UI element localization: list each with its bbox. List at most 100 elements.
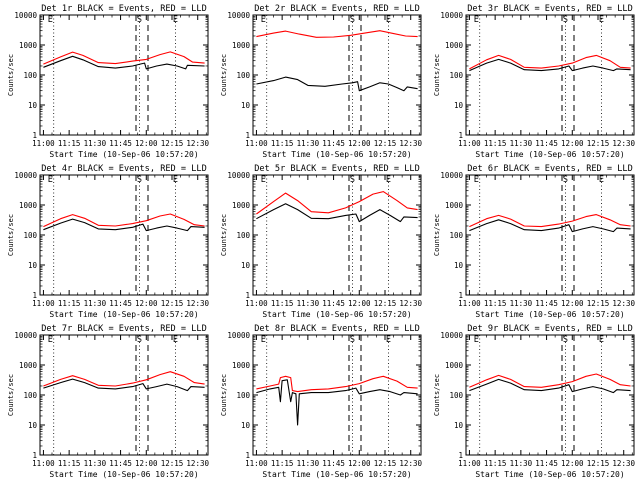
x-tick-label: 11:15 <box>271 139 294 148</box>
y-tick-label: 10000 <box>14 171 37 180</box>
marker-label: E <box>173 15 178 25</box>
x-tick-label: 11:15 <box>58 299 81 308</box>
marker-label: E <box>173 175 178 185</box>
x-tick-label: 11:30 <box>84 139 107 148</box>
x-tick-label: 12:15 <box>161 459 184 468</box>
y-tick-label: 10 <box>241 101 251 110</box>
y-tick-label: 10 <box>241 261 251 270</box>
x-tick-label: 11:00 <box>32 299 55 308</box>
marker-label: S <box>350 335 355 345</box>
x-tick-label: 11:00 <box>458 459 481 468</box>
y-tick-label: 1 <box>458 291 463 300</box>
x-tick-label: 12:15 <box>161 299 184 308</box>
x-tick-label: 12:30 <box>186 139 209 148</box>
x-tick-label: 12:15 <box>587 139 610 148</box>
events-series-line <box>256 76 418 92</box>
panel-title: Det 9r BLACK = Events, RED = LLD <box>467 324 633 334</box>
y-tick-label: 10 <box>454 421 464 430</box>
plot-frame <box>39 174 209 296</box>
x-tick-label: 11:45 <box>535 299 558 308</box>
x-tick-label: 11:30 <box>297 299 320 308</box>
x-tick-label: 12:30 <box>612 459 635 468</box>
y-tick-label: 10 <box>28 421 38 430</box>
marker-label: E <box>48 335 53 345</box>
y-axis-label: Counts/sec <box>220 214 228 256</box>
x-tick-label: 12:15 <box>587 299 610 308</box>
marker-label: E <box>261 335 266 345</box>
x-tick-label: 12:15 <box>161 139 184 148</box>
y-tick-label: 1 <box>32 131 37 140</box>
x-tick-label: 12:00 <box>561 459 584 468</box>
y-axis-label: Counts/sec <box>7 374 15 416</box>
y-tick-label: 100 <box>23 391 37 400</box>
y-tick-label: 1000 <box>445 41 464 50</box>
marker-label: E <box>48 175 53 185</box>
lld-series-line <box>469 214 631 228</box>
plot-frame <box>252 174 422 296</box>
marker-label: S <box>137 15 142 25</box>
x-tick-label: 11:30 <box>84 299 107 308</box>
panel-det-2: Det 2r BLACK = Events, RED = LLD Counts/s… <box>220 4 422 159</box>
x-tick-label: 11:15 <box>271 459 294 468</box>
x-tick-label: 11:15 <box>271 299 294 308</box>
x-tick-label: 11:15 <box>484 139 507 148</box>
y-tick-label: 10000 <box>227 11 250 20</box>
y-tick-label: 100 <box>23 71 37 80</box>
x-tick-label: 11:30 <box>510 459 533 468</box>
marker-label: S <box>137 335 142 345</box>
x-tick-label: 12:15 <box>374 139 397 148</box>
x-tick-label: 11:30 <box>510 299 533 308</box>
x-tick-label: 11:15 <box>58 139 81 148</box>
marker-label: E <box>474 15 479 25</box>
panel-det-9: Det 9r BLACK = Events, RED = LLD Counts/s… <box>433 324 635 479</box>
x-tick-label: 11:15 <box>484 459 507 468</box>
x-tick-label: 12:30 <box>399 139 422 148</box>
y-tick-label: 10000 <box>227 331 250 340</box>
x-tick-label: 12:30 <box>186 299 209 308</box>
y-axis-label: Counts/sec <box>7 214 15 256</box>
y-tick-label: 10000 <box>440 331 463 340</box>
plot-frame <box>465 174 635 296</box>
x-tick-label: 11:00 <box>32 139 55 148</box>
y-tick-label: 1000 <box>232 361 251 370</box>
panel-det-8: Det 8r BLACK = Events, RED = LLD Counts/s… <box>220 324 422 479</box>
marker-label: E <box>48 15 53 25</box>
x-tick-label: 11:45 <box>535 459 558 468</box>
events-series-line <box>256 203 418 223</box>
y-tick-label: 1 <box>245 451 250 460</box>
lld-series-line <box>256 375 418 393</box>
x-tick-label: 11:30 <box>510 139 533 148</box>
y-tick-label: 1000 <box>19 41 38 50</box>
x-tick-label: 11:00 <box>245 139 268 148</box>
x-tick-label: 12:15 <box>374 299 397 308</box>
x-tick-label: 11:45 <box>109 299 132 308</box>
x-tick-label: 11:00 <box>458 299 481 308</box>
y-axis-label: Counts/sec <box>220 374 228 416</box>
x-tick-label: 11:00 <box>32 459 55 468</box>
events-series-line <box>469 219 631 233</box>
panel-title: Det 2r BLACK = Events, RED = LLD <box>254 4 420 14</box>
y-tick-label: 100 <box>236 231 250 240</box>
x-tick-label: 11:45 <box>535 139 558 148</box>
events-series-line <box>469 378 631 394</box>
marker-label: S <box>563 175 568 185</box>
x-axis-label: Start Time (10-Sep-06 10:57:20) <box>49 470 198 479</box>
x-tick-label: 11:15 <box>484 299 507 308</box>
x-tick-label: 12:00 <box>348 139 371 148</box>
plot-frame <box>465 14 635 136</box>
marker-label: E <box>474 175 479 185</box>
x-axis-label: Start Time (10-Sep-06 10:57:20) <box>262 150 411 159</box>
y-tick-label: 10 <box>454 261 464 270</box>
x-tick-label: 11:00 <box>245 459 268 468</box>
y-tick-label: 10 <box>241 421 251 430</box>
plot-frame <box>39 14 209 136</box>
events-series-line <box>43 218 205 232</box>
x-axis-label: Start Time (10-Sep-06 10:57:20) <box>262 310 411 319</box>
y-tick-label: 1000 <box>19 201 38 210</box>
y-tick-label: 10 <box>28 261 38 270</box>
events-series-line <box>469 58 631 72</box>
marker-label: S <box>563 335 568 345</box>
lld-series-line <box>256 30 418 38</box>
x-axis-label: Start Time (10-Sep-06 10:57:20) <box>475 150 624 159</box>
panel-det-3: Det 3r BLACK = Events, RED = LLD Counts/s… <box>433 4 635 159</box>
